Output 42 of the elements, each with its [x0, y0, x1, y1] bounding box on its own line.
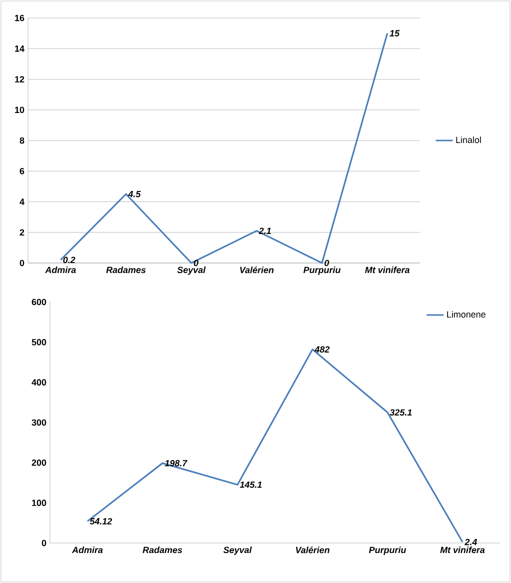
data-label: 2.1 — [258, 228, 271, 234]
y-tick-label: 12 — [15, 76, 24, 82]
data-label: 2.4 — [464, 538, 477, 546]
x-tick-label: Radames — [106, 266, 146, 274]
data-label: 4.5 — [128, 190, 141, 198]
x-tick-label: Valérien — [296, 546, 330, 554]
y-tick-label: 0 — [20, 260, 24, 266]
x-tick-label: Purpuriu — [368, 546, 406, 555]
data-label: 0.2 — [63, 256, 76, 264]
data-label: 325.1 — [390, 409, 412, 416]
y-tick-label: 600 — [32, 298, 46, 306]
data-label: 15 — [390, 30, 400, 36]
x-tick-label: Valérien — [240, 266, 274, 274]
x-tick-label: Purpuriu — [303, 266, 341, 275]
x-tick-label: Seyval — [223, 546, 252, 555]
y-tick-label: 0 — [42, 540, 46, 546]
data-label: 482 — [314, 346, 330, 353]
y-tick-label: 300 — [32, 419, 46, 426]
y-tick-label: 16 — [15, 14, 24, 22]
data-label: 0 — [194, 260, 198, 266]
y-tick-label: 6 — [20, 168, 24, 174]
y-tick-label: 200 — [32, 459, 46, 466]
legend-label: Linalol — [456, 136, 481, 144]
x-tick-label: Seyval — [177, 266, 206, 275]
data-label: 145.1 — [240, 482, 262, 488]
data-label: 54.12 — [90, 518, 112, 524]
x-tick-label: Mt vinifera — [440, 546, 485, 554]
x-tick-label: Radames — [142, 546, 182, 554]
y-tick-label: 4 — [20, 198, 24, 205]
y-tick-label: 8 — [20, 137, 24, 144]
y-tick-label: 500 — [32, 338, 46, 346]
y-tick-label: 100 — [32, 500, 46, 506]
legend-label: Limonene — [447, 311, 486, 318]
x-tick-label: Admira — [45, 266, 76, 274]
data-label: 198.7 — [164, 460, 188, 466]
data-label: 0 — [324, 260, 330, 266]
y-tick-label: 14 — [15, 46, 24, 52]
y-tick-label: 2 — [20, 229, 24, 236]
x-tick-label: Admira — [72, 546, 103, 554]
y-tick-label: 400 — [32, 379, 46, 386]
x-tick-label: Mt vinifera — [365, 266, 410, 274]
y-tick-label: 10 — [15, 106, 24, 114]
